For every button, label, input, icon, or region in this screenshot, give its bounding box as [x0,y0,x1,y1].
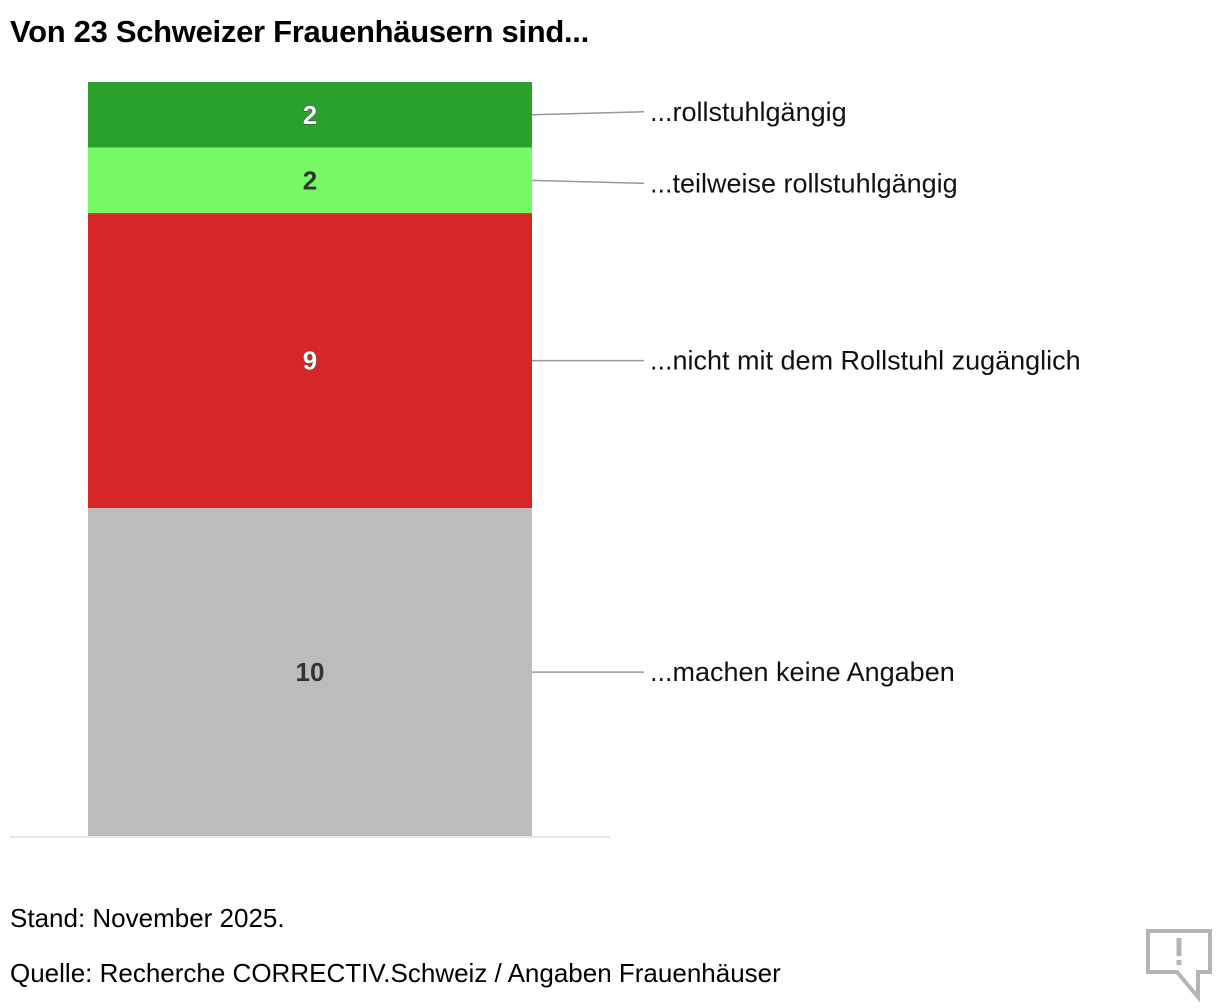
bar-segment [88,213,532,509]
segment-label: ...teilweise rollstuhlgängig [650,168,958,198]
segment-label: ...rollstuhlgängig [650,97,847,127]
value-label: 9 [303,346,317,376]
leader-line [531,111,645,116]
bar-segment [88,147,532,214]
segment-label: ...nicht mit dem Rollstuhl zugänglich [650,346,1081,376]
bar-segment [88,508,532,836]
value-label: 2 [303,165,317,195]
stand-note: Stand: November 2025. [10,903,285,933]
value-label: 10 [296,657,325,687]
bar-segment [88,82,532,148]
source-note: Quelle: Recherche CORRECTIV.Schweiz / An… [10,958,781,988]
report-issue-icon[interactable] [1140,925,1216,1003]
stacked-bar-chart: 2 ...rollstuhlgängig 2 ...teilweise rollstu… [10,82,1081,838]
chart-title: Von 23 Schweizer Frauenhäusern sind... [10,14,589,49]
leader-line [531,179,645,185]
segment-label: ...machen keine Angaben [650,657,955,687]
value-label: 2 [303,100,317,130]
